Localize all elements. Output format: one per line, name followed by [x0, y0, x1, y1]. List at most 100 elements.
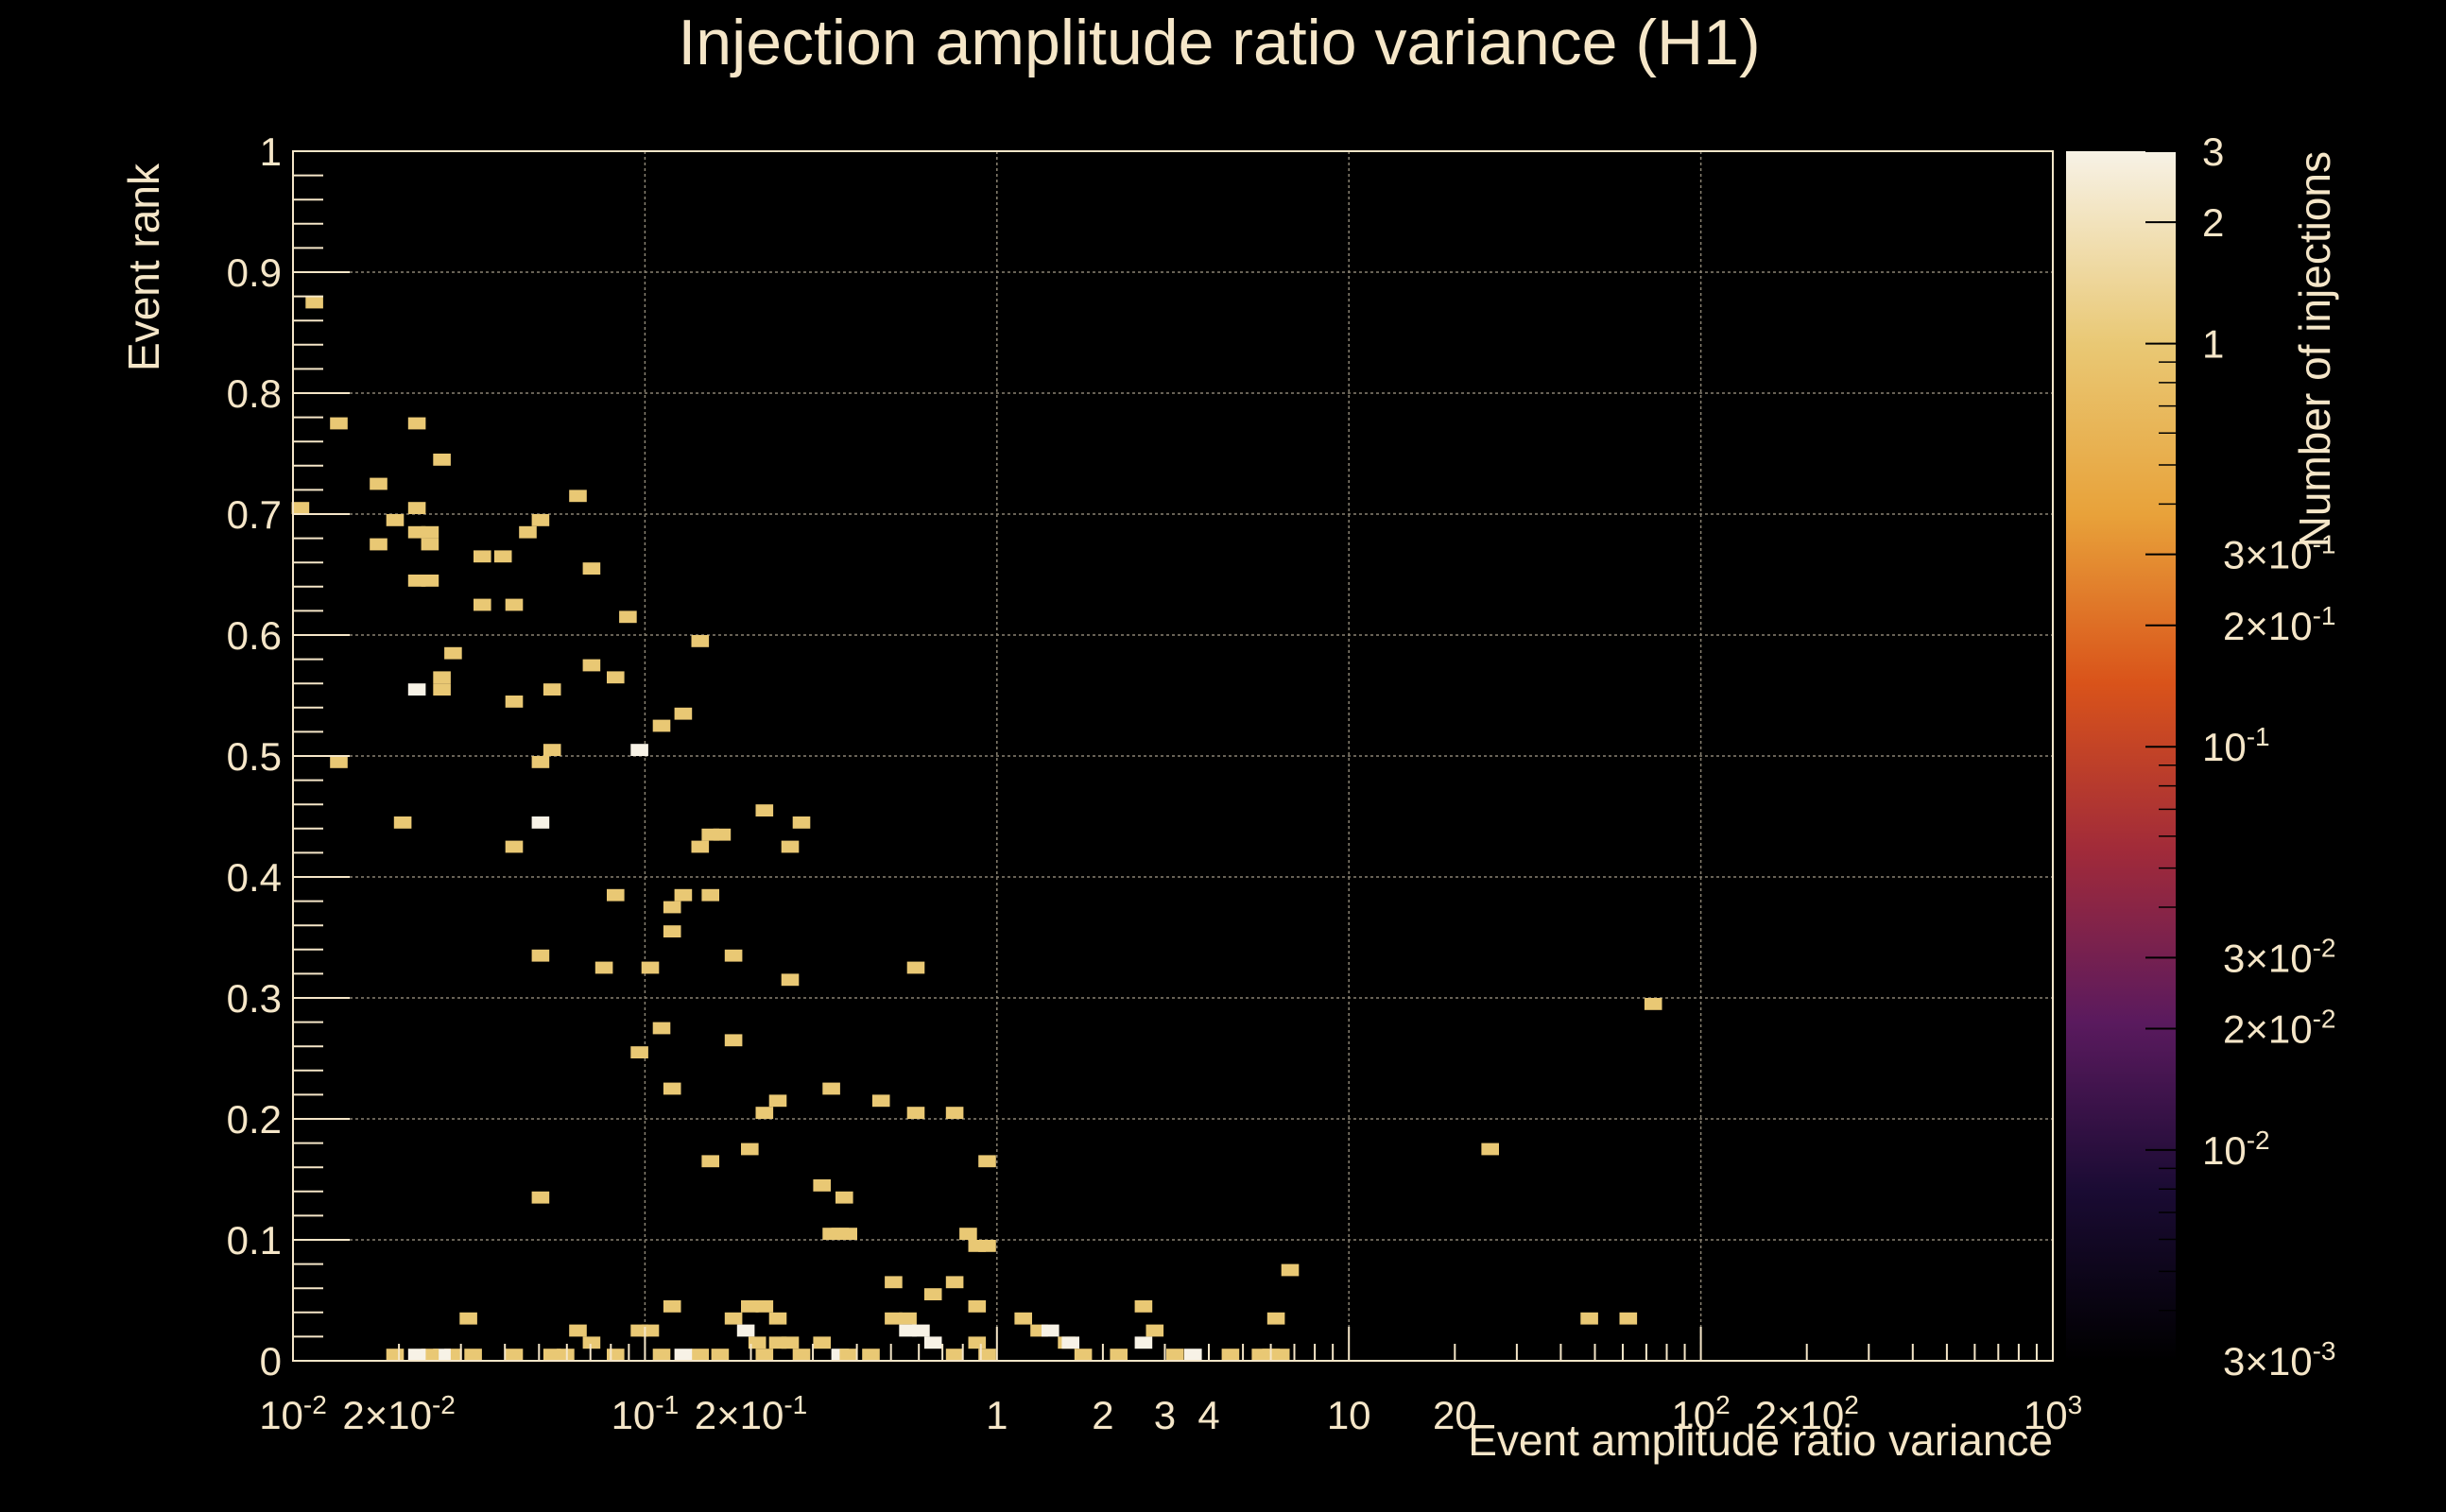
heatmap-cell: [663, 1082, 681, 1095]
heatmap-cell: [569, 490, 587, 503]
heatmap-cell: [748, 1336, 767, 1349]
heatmap-cell: [835, 1191, 853, 1204]
heatmap-cell: [505, 1349, 524, 1361]
heatmap-cell: [978, 1240, 996, 1252]
heatmap-cell: [968, 1336, 987, 1349]
x-tick-label: 10: [1327, 1393, 1371, 1437]
heatmap-cell: [407, 417, 426, 430]
heatmap-cell: [607, 1349, 625, 1361]
heatmap-cell: [582, 1336, 601, 1349]
heatmap-cell: [1481, 1143, 1499, 1156]
heatmap-cell: [691, 840, 710, 853]
heatmap-cell: [674, 707, 693, 720]
heatmap-cell: [386, 1349, 405, 1361]
heatmap-cell: [755, 1300, 774, 1313]
y-tick-label: 0.2: [227, 1097, 282, 1142]
y-tick-label: 0.4: [227, 855, 282, 900]
x-tick-label: 2×10-2: [342, 1390, 456, 1437]
heatmap-cell: [1580, 1312, 1598, 1325]
heatmap-cell: [370, 477, 388, 490]
colorbar-tick-label: 2×10-2: [2223, 1004, 2336, 1051]
heatmap-cell: [1271, 1349, 1290, 1361]
x-tick-label: 2×10-1: [695, 1390, 808, 1437]
heatmap-cell: [663, 1300, 681, 1313]
heatmap-cell: [899, 1312, 917, 1325]
heatmap-cell: [519, 525, 537, 539]
heatmap-cell: [792, 816, 811, 829]
heatmap-cell: [1221, 1349, 1240, 1361]
x-tick-label: 2: [1092, 1393, 1113, 1437]
heatmap-cell: [505, 840, 524, 853]
colorbar-tick-label: 3×10-1: [2223, 530, 2336, 577]
x-tick-label: 103: [2024, 1390, 2082, 1437]
heatmap-cell: [691, 1349, 710, 1361]
heatmap-cell: [755, 1107, 774, 1119]
heatmap-cell: [755, 1349, 774, 1361]
heatmap-cell: [701, 888, 719, 902]
heatmap-cell: [1074, 1349, 1093, 1361]
axes: [292, 150, 2054, 1362]
heatmap-cell: [781, 973, 800, 987]
heatmap-cell: [768, 1094, 787, 1108]
heatmap-cell: [663, 901, 681, 914]
heatmap-cell: [736, 1324, 755, 1337]
x-tick-label: 10-1: [612, 1390, 680, 1437]
heatmap-cell: [407, 683, 426, 696]
heatmap-cell: [912, 1324, 930, 1337]
heatmap-cell: [557, 1349, 575, 1361]
y-tick-label: 0.3: [227, 976, 282, 1021]
heatmap-cell: [724, 949, 743, 962]
x-tick-label: 10-2: [259, 1390, 327, 1437]
colorbar-tick-label: 1: [2202, 322, 2224, 367]
heatmap-cell: [543, 1349, 561, 1361]
colorbar: [2066, 151, 2176, 1361]
colorbar-tick-label: 3: [2202, 129, 2224, 174]
heatmap-cell: [305, 296, 323, 309]
heatmap-cell: [978, 1155, 996, 1168]
y-tick-label: 0.1: [227, 1218, 282, 1263]
heatmap-cell: [493, 550, 512, 563]
heatmap-cell: [755, 804, 774, 816]
x-tick-label: 1: [986, 1393, 1008, 1437]
heatmap-cell: [906, 1107, 925, 1119]
heatmap-cell: [505, 598, 524, 611]
grid: [292, 151, 2054, 1361]
heatmap-cell: [923, 1336, 942, 1349]
heatmap-cell: [663, 925, 681, 937]
heatmap-cell: [582, 659, 601, 672]
heatmap-cell: [741, 1143, 759, 1156]
heatmap-cell: [1145, 1324, 1164, 1337]
heatmap-cell: [1644, 998, 1662, 1010]
heatmap-cell: [474, 598, 491, 611]
heatmap-cell: [1042, 1324, 1059, 1337]
colorbar-tick-label: 3×10-2: [2223, 933, 2336, 980]
heatmap-cell: [444, 646, 462, 660]
colorbar-tick-label: 10-2: [2202, 1125, 2270, 1173]
heatmap-cell: [839, 1349, 857, 1361]
heatmap-cell: [1134, 1336, 1153, 1349]
x-tick-label: 102: [1671, 1390, 1730, 1437]
heatmap-cell: [1166, 1349, 1184, 1361]
x-tick-label: 20: [1433, 1393, 1477, 1437]
heatmap-cell: [421, 525, 439, 539]
heatmap-cell: [370, 538, 388, 551]
y-axis-label: Event rank: [119, 163, 168, 371]
y-tick-label: 0.6: [227, 613, 282, 658]
heatmap-cell: [1281, 1263, 1300, 1277]
heatmap-cell: [792, 1349, 811, 1361]
y-tick-label: 0: [260, 1339, 282, 1383]
colorbar-tick-label: 2×10-1: [2223, 601, 2336, 648]
heatmap-cell: [474, 550, 491, 563]
heatmap-cell: [291, 502, 310, 514]
heatmap-cell: [531, 949, 550, 962]
heatmap-cell: [906, 961, 925, 974]
heatmap-cell: [607, 888, 625, 902]
chart-title: Injection amplitude ratio variance (H1): [678, 7, 1760, 78]
heatmap-cell: [433, 671, 451, 684]
heatmap-cell: [862, 1349, 880, 1361]
x-axis-label: Event amplitude ratio variance: [1468, 1416, 2053, 1465]
heatmap-cell: [531, 816, 550, 829]
heatmap-cell: [813, 1179, 831, 1192]
heatmap-cell: [945, 1349, 964, 1361]
heatmap-cell: [433, 454, 451, 466]
